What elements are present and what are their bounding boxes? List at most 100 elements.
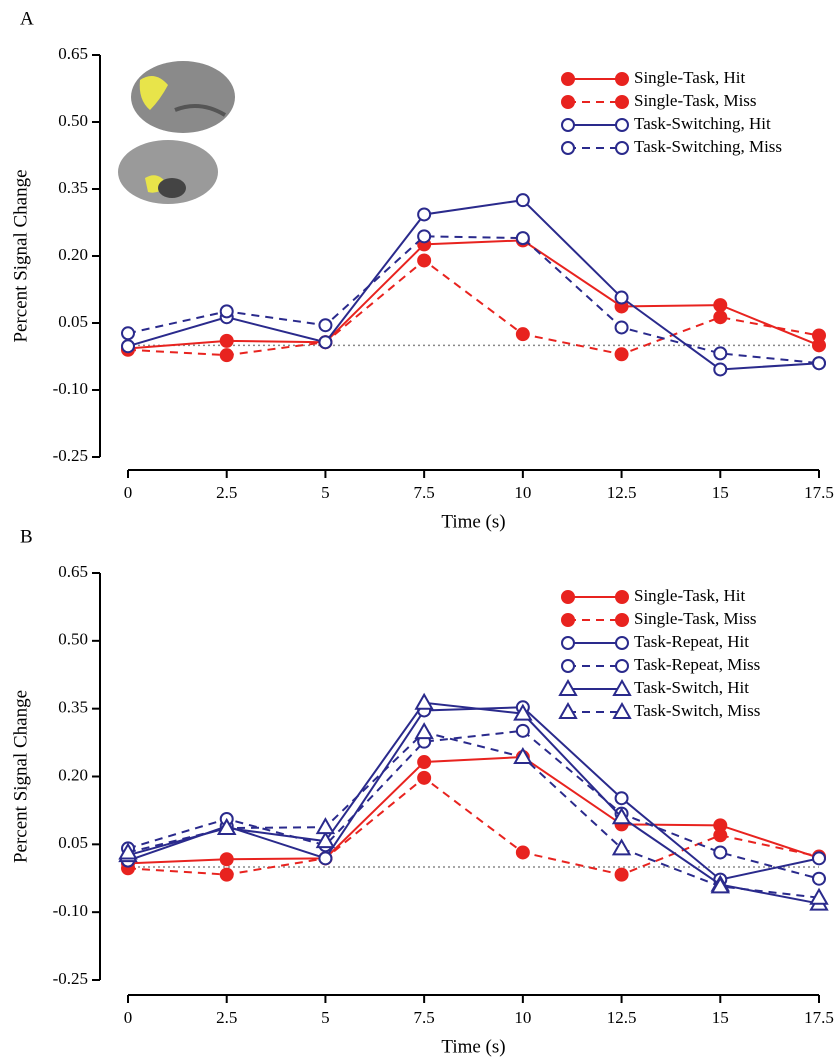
legend-marker <box>615 118 629 132</box>
y-tick-label: 0.65 <box>58 44 88 63</box>
x-tick-label: 0 <box>124 1008 133 1027</box>
legend-marker <box>558 701 578 719</box>
marker <box>219 867 234 882</box>
series-line <box>127 701 820 905</box>
x-tick-label: 7.5 <box>414 1008 435 1027</box>
legend-label: Single-Task, Hit <box>634 68 745 87</box>
panel-label: B <box>20 526 33 547</box>
panel-label: A <box>20 8 34 29</box>
y-tick-label: -0.10 <box>53 901 88 920</box>
y-tick-label: 0.20 <box>58 245 88 264</box>
legend-label: Single-Task, Miss <box>634 91 757 110</box>
y-axis-label: Percent Signal Change <box>10 690 31 863</box>
series-line <box>127 259 820 357</box>
marker <box>809 887 829 905</box>
marker <box>417 229 432 244</box>
marker <box>513 747 533 765</box>
marker <box>118 842 138 860</box>
x-tick-label: 10 <box>514 1008 531 1027</box>
marker <box>713 362 728 377</box>
marker <box>614 290 629 305</box>
marker <box>121 339 135 354</box>
y-tick-label: -0.25 <box>53 446 88 465</box>
x-tick-label: 15 <box>712 483 729 502</box>
legend-label: Single-Task, Hit <box>634 586 745 605</box>
marker <box>515 723 530 738</box>
marker <box>417 755 432 770</box>
brain-images <box>118 61 235 204</box>
x-tick-label: 10 <box>514 483 531 502</box>
legend-label: Task-Switching, Hit <box>634 114 771 133</box>
series-line <box>127 235 820 365</box>
y-tick-label: 0.35 <box>58 178 88 197</box>
legend-marker <box>561 72 575 86</box>
legend-marker <box>615 636 629 650</box>
legend-marker <box>561 659 575 673</box>
y-tick-label: 0.20 <box>58 765 88 784</box>
marker <box>812 328 826 343</box>
x-tick-label: 17.5 <box>804 1008 834 1027</box>
legend-marker <box>561 590 575 604</box>
x-tick-label: 12.5 <box>607 483 637 502</box>
marker <box>219 348 234 363</box>
y-tick-label: -0.25 <box>53 969 88 988</box>
legend-marker <box>558 678 578 696</box>
legend-marker <box>615 590 629 604</box>
series-line <box>127 199 820 371</box>
marker <box>515 327 530 342</box>
legend-label: Task-Switch, Miss <box>634 701 760 720</box>
marker <box>515 193 530 208</box>
marker <box>417 207 432 222</box>
x-tick-label: 5 <box>321 1008 330 1027</box>
marker <box>121 326 135 341</box>
marker <box>812 356 826 371</box>
marker <box>515 845 530 860</box>
series-line <box>127 756 820 865</box>
marker <box>315 831 336 849</box>
marker <box>713 346 728 361</box>
x-tick-label: 5 <box>321 483 330 502</box>
marker <box>713 298 728 313</box>
y-tick-label: 0.05 <box>58 833 88 852</box>
y-tick-label: 0.50 <box>58 630 88 649</box>
series-line <box>127 729 820 880</box>
marker <box>315 817 336 835</box>
marker <box>414 722 434 740</box>
x-tick-label: 2.5 <box>216 483 237 502</box>
marker <box>614 791 629 806</box>
x-tick-label: 0 <box>124 483 133 502</box>
x-tick-label: 12.5 <box>607 1008 637 1027</box>
legend-label: Task-Repeat, Miss <box>634 655 760 674</box>
legend-label: Task-Switching, Miss <box>634 137 782 156</box>
legend-marker <box>615 95 629 109</box>
sulcus <box>174 104 227 117</box>
marker <box>713 845 728 860</box>
legend-marker <box>615 72 629 86</box>
marker <box>219 333 234 348</box>
y-tick-label: 0.65 <box>58 562 88 581</box>
marker <box>713 828 728 843</box>
marker <box>812 871 826 886</box>
x-tick-label: 7.5 <box>414 483 435 502</box>
legend-label: Task-Repeat, Hit <box>634 632 749 651</box>
activation <box>139 76 168 110</box>
brain-medial <box>118 140 218 204</box>
legend-label: Single-Task, Miss <box>634 609 757 628</box>
legend-marker <box>561 141 575 155</box>
y-axis-label: Percent Signal Change <box>10 169 31 342</box>
legend-marker <box>612 701 632 719</box>
marker <box>318 318 333 333</box>
y-tick-label: 0.05 <box>58 312 88 331</box>
legend-marker <box>612 678 632 696</box>
legend-marker <box>561 613 575 627</box>
marker <box>710 876 731 894</box>
marker <box>611 807 632 825</box>
marker <box>611 838 632 856</box>
y-tick-label: -0.10 <box>53 379 88 398</box>
legend-marker <box>615 659 629 673</box>
legend-label: Task-Switch, Hit <box>634 678 749 697</box>
marker <box>417 253 432 268</box>
marker <box>513 703 533 721</box>
marker <box>219 852 234 867</box>
